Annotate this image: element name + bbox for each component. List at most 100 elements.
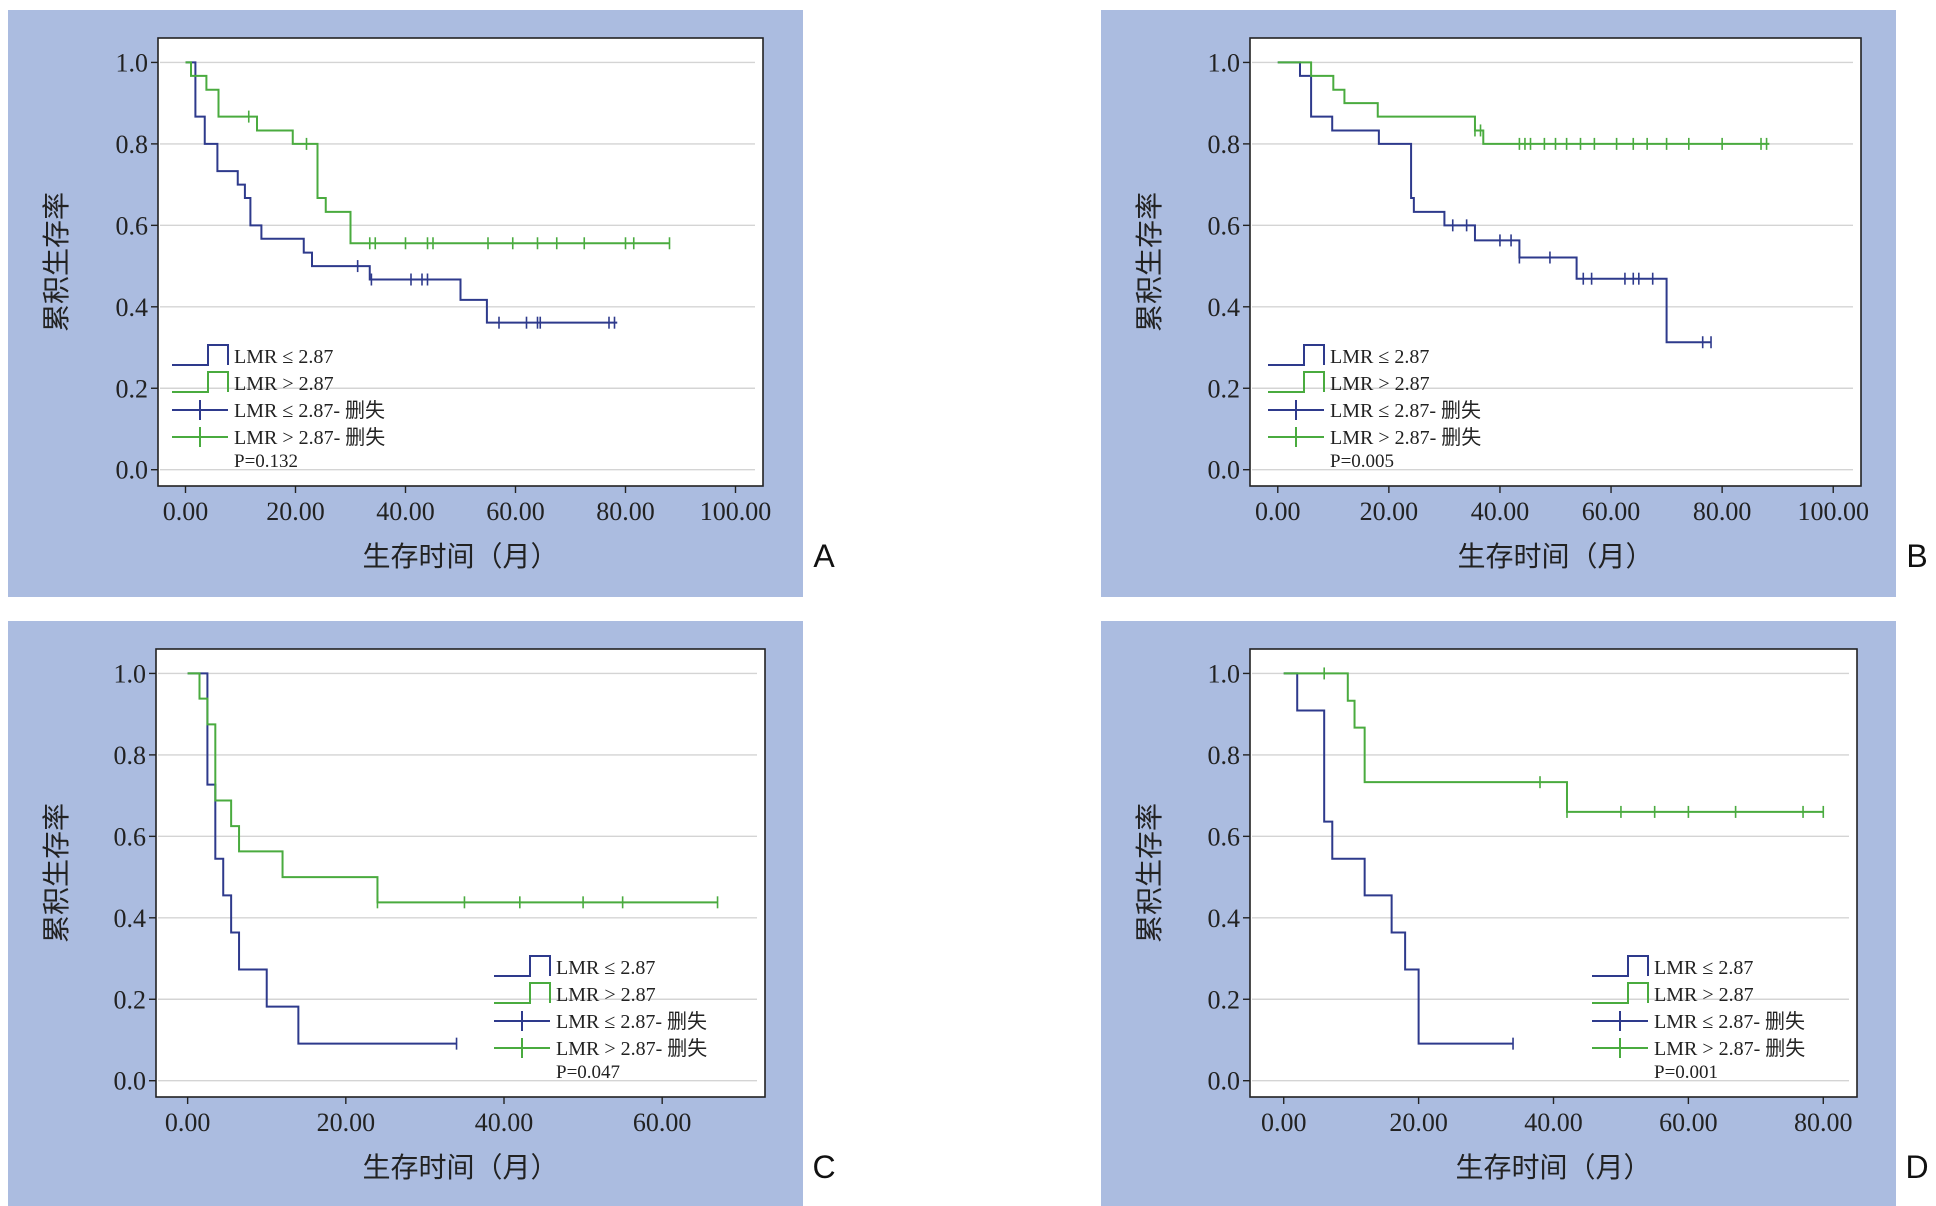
panel-letter: D [1905,1149,1928,1185]
legend-step-icon [1268,344,1325,366]
legend-label: LMR ≤ 2.87- 删失 [234,399,385,422]
y-tick-label: 0.0 [1208,1067,1241,1096]
y-tick-label: 0.4 [1208,293,1241,322]
x-tick-label: 40.00 [1471,497,1530,526]
y-tick-label: 1.0 [1208,48,1241,77]
survival-curve [1277,61,1712,344]
series-lmr-low [1283,672,1514,1050]
y-tick-label: 0.2 [1208,374,1241,403]
y-tick-label: 0.6 [114,822,147,851]
chart-panel-c: 0.0 0.2 0.4 0.6 0.8 1.0 0.00 20.00 40.00 60.00 生存时… [8,621,836,1206]
panel-letter: B [1906,538,1927,574]
series-lmr-low [185,61,618,329]
x-tick-label: 0.00 [1261,1108,1307,1137]
legend: LMR ≤ 2.87 LMR > 2.87 LMR ≤ 2.87- 删失 LMR > … [1268,344,1481,472]
y-tick-label: 0.0 [114,1067,147,1096]
survival-curve [1283,672,1514,1045]
p-value: P=0.132 [234,451,298,472]
series-lmr-high [1283,667,1825,818]
survival-curve [187,672,718,904]
y-axis-label: 累积生存率 [41,192,73,332]
x-tick-label: 40.00 [475,1108,534,1137]
x-tick-label: 80.00 [1693,497,1752,526]
y-tick-label: 0.0 [1208,456,1241,485]
y-tick-label: 0.4 [1208,904,1241,933]
x-tick-label: 20.00 [317,1108,376,1137]
x-tick-label: 40.00 [1524,1108,1583,1137]
legend-label: LMR ≤ 2.87- 删失 [1330,399,1481,422]
legend-label: LMR ≤ 2.87 [1654,957,1753,979]
legend-step-icon [1592,982,1649,1004]
survival-curve [185,61,618,324]
plot-area [1249,37,1862,487]
p-value: P=0.047 [556,1062,620,1083]
y-axis-label: 累积生存率 [1134,192,1166,332]
panel-letter: C [812,1149,835,1185]
x-axis-label: 生存时间（月） [1455,1152,1651,1184]
x-tick-label: 40.00 [376,497,435,526]
legend: LMR ≤ 2.87 LMR > 2.87 LMR ≤ 2.87- 删失 LMR > … [1592,955,1805,1083]
y-axis-label: 累积生存率 [1134,803,1166,943]
series-lmr-low [1277,61,1712,349]
legend-label: LMR > 2.87- 删失 [556,1037,707,1060]
y-tick-label: 1.0 [1208,659,1241,688]
chart-panel-b: 0.0 0.2 0.4 0.6 0.8 1.0 0.00 20.00 40.00 60.00 80.… [1101,10,1928,597]
series-lmr-high [185,61,671,250]
x-tick-label: 60.00 [633,1108,692,1137]
legend-step-icon [494,982,551,1004]
x-tick-label: 0.00 [163,497,209,526]
legend-label: LMR ≤ 2.87 [234,346,333,368]
series-lmr-high [1277,61,1770,150]
legend: LMR ≤ 2.87 LMR > 2.87 LMR ≤ 2.87- 删失 LMR > … [172,344,385,472]
x-tick-label: 60.00 [486,497,545,526]
y-tick-label: 0.8 [1208,130,1241,159]
legend-label: LMR ≤ 2.87 [1330,346,1429,368]
series-lmr-low [187,672,458,1050]
legend-label: LMR > 2.87- 删失 [1654,1037,1805,1060]
chart-panel-d: 0.0 0.2 0.4 0.6 0.8 1.0 0.00 20.00 40.00 60.00 80.… [1101,621,1929,1206]
x-axis-label: 生存时间（月） [1457,541,1653,573]
legend-label: LMR > 2.87 [1654,984,1754,1006]
legend-label: LMR ≤ 2.87- 删失 [556,1010,707,1033]
y-tick-label: 0.8 [114,741,147,770]
x-tick-label: 80.00 [596,497,655,526]
x-axis-label: 生存时间（月） [362,541,558,573]
legend-step-icon [172,344,229,366]
y-axis-label: 累积生存率 [41,803,73,943]
legend-label: LMR > 2.87 [234,373,334,395]
legend-step-icon [172,371,229,393]
y-tick-label: 1.0 [116,48,149,77]
legend-label: LMR > 2.87 [1330,373,1430,395]
survival-curve [1283,672,1824,813]
y-tick-label: 0.2 [1208,985,1241,1014]
y-tick-label: 0.2 [116,374,149,403]
y-tick-label: 0.0 [116,456,149,485]
x-tick-label: 0.00 [165,1108,211,1137]
plot-area [157,37,764,487]
survival-curve [185,61,670,245]
legend-label: LMR > 2.87 [556,984,656,1006]
y-tick-label: 0.2 [114,985,147,1014]
legend-label: LMR ≤ 2.87- 删失 [1654,1010,1805,1033]
plot-area [1249,648,1858,1098]
y-tick-label: 0.4 [114,904,147,933]
legend-step-icon [494,955,551,977]
x-tick-label: 100.00 [1797,497,1869,526]
legend: LMR ≤ 2.87 LMR > 2.87 LMR ≤ 2.87- 删失 LMR > … [494,955,707,1083]
x-tick-label: 60.00 [1582,497,1641,526]
y-tick-label: 0.6 [116,211,149,240]
survival-curve [187,672,457,1045]
y-tick-label: 1.0 [114,659,147,688]
legend-label: LMR > 2.87- 删失 [1330,426,1481,449]
series-lmr-high [187,672,719,909]
survival-curve [1277,61,1770,145]
x-axis-label: 生存时间（月） [362,1152,558,1184]
x-tick-label: 0.00 [1255,497,1301,526]
x-tick-label: 60.00 [1659,1108,1718,1137]
plot-area [155,648,766,1098]
y-tick-label: 0.6 [1208,822,1241,851]
x-tick-label: 100.00 [700,497,772,526]
chart-panel-a: 0.0 0.2 0.4 0.6 0.8 1.0 0.00 20.00 40.00 60.00 80.… [8,10,835,597]
x-tick-label: 20.00 [1360,497,1419,526]
